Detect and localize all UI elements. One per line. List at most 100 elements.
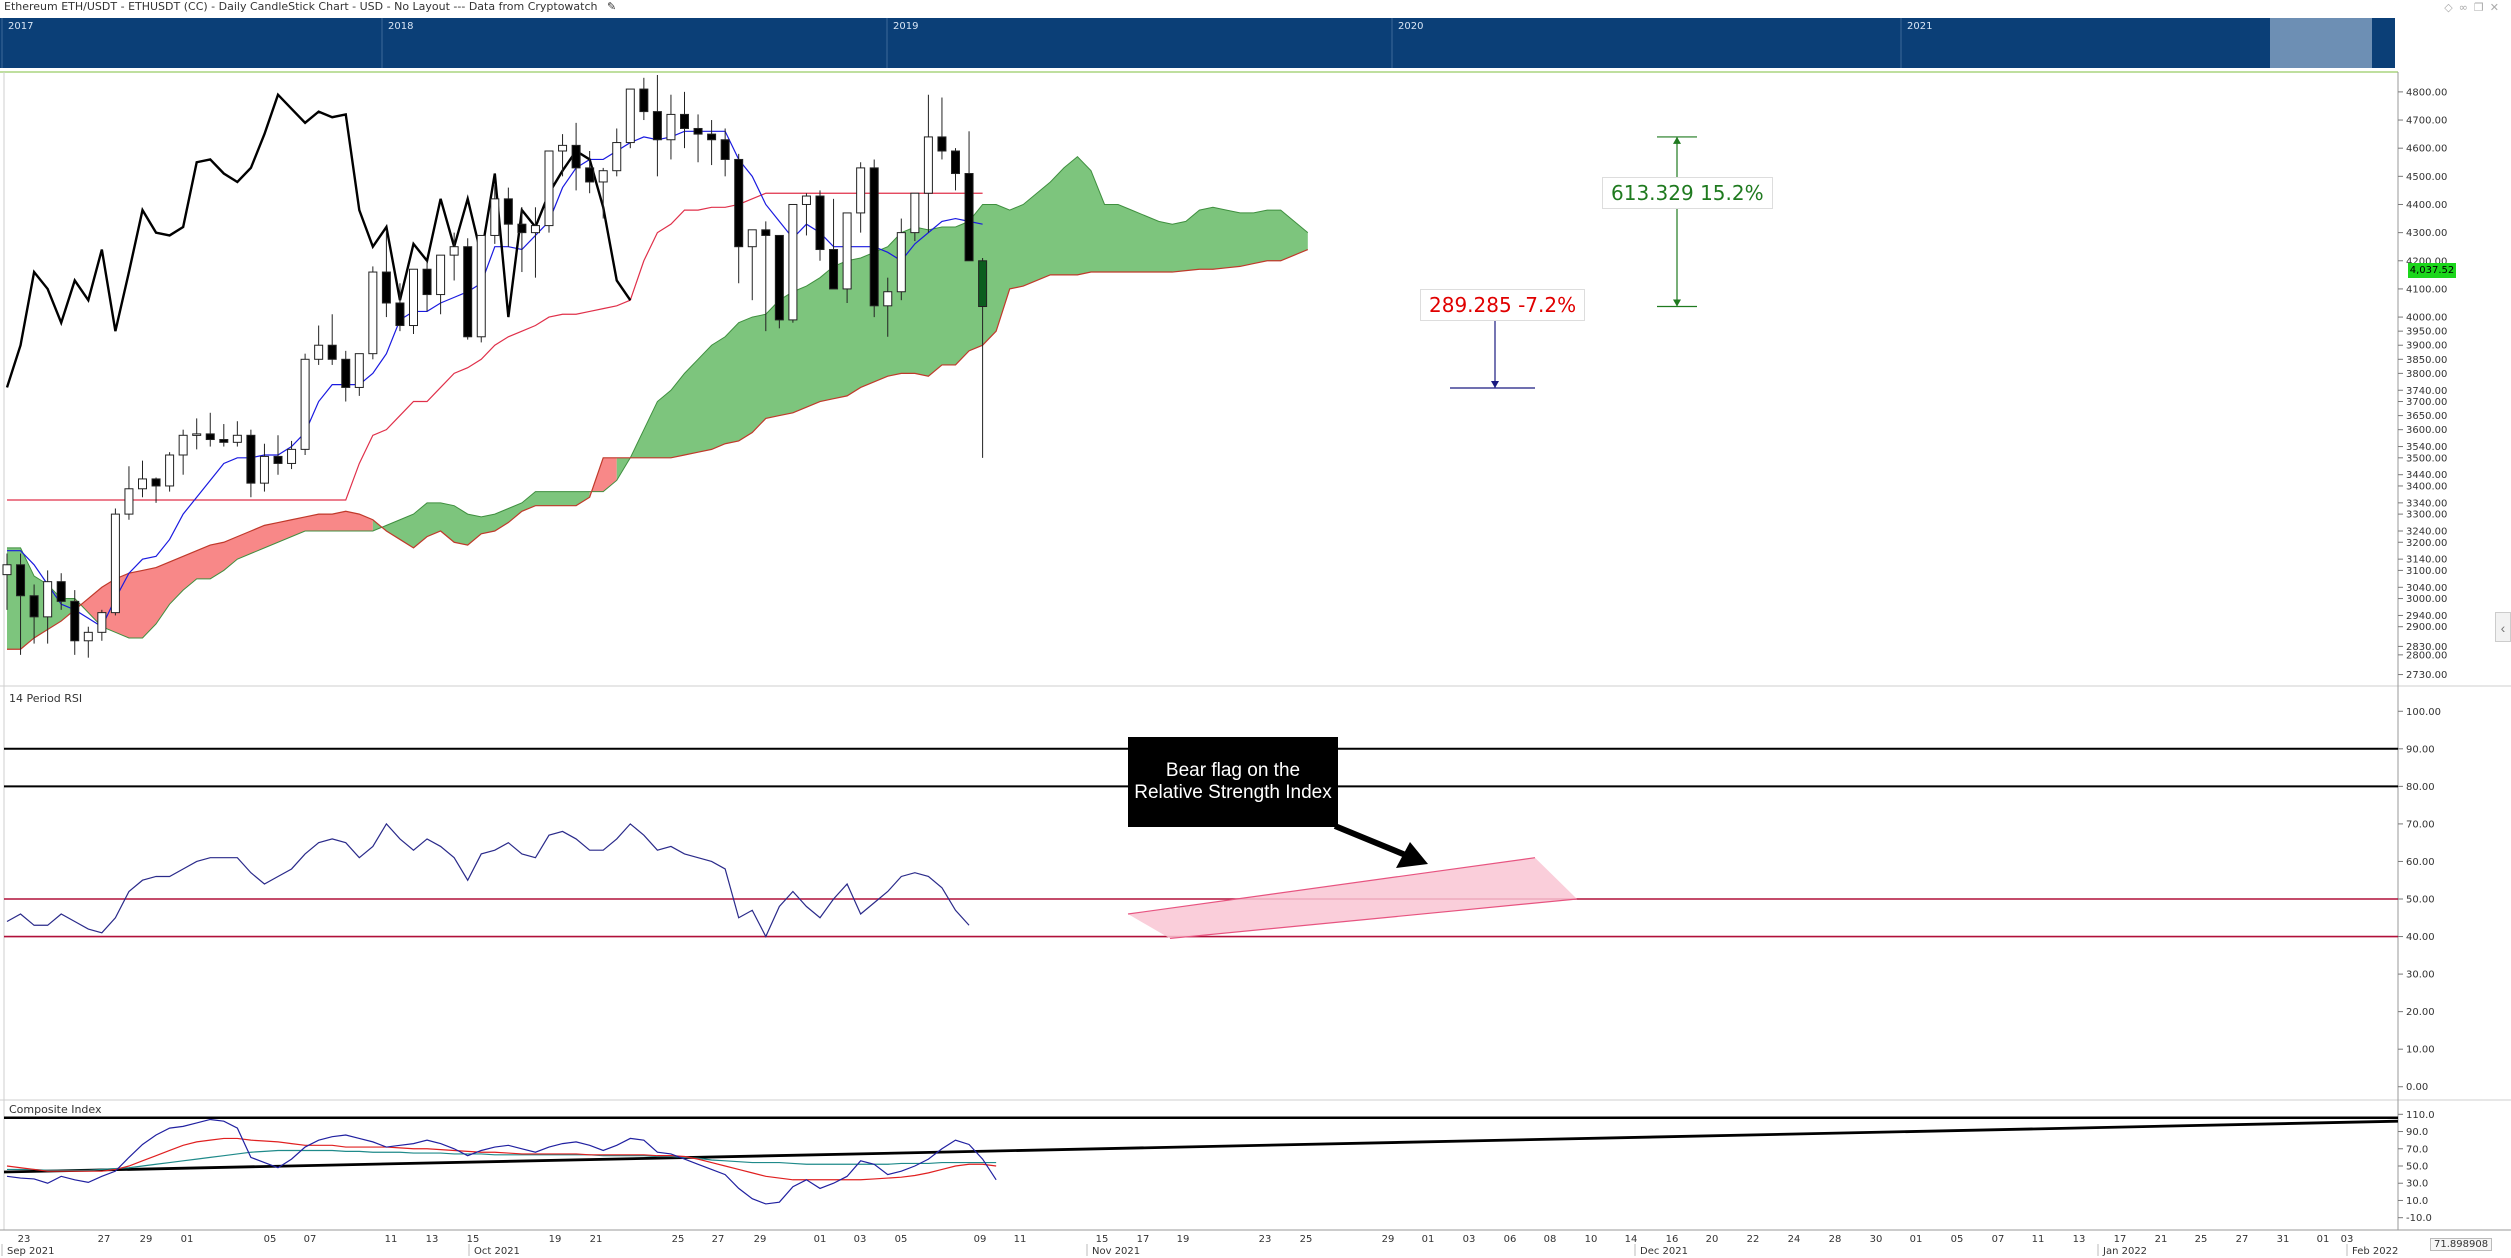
date-tick-label: 19: [1177, 1234, 1190, 1245]
price-tick-label: 3540.00: [2406, 442, 2447, 453]
price-tick-label: 3500.00: [2406, 453, 2447, 464]
close-icon[interactable]: ✕: [2489, 1, 2505, 14]
rsi-label: 14 Period RSI: [9, 692, 83, 705]
candle-body: [422, 268, 432, 296]
price-tick-label: 3740.00: [2406, 386, 2447, 397]
candle-body: [259, 455, 269, 484]
candle-body: [693, 127, 703, 135]
candle-body: [110, 513, 120, 614]
navigator-year: 2019: [893, 21, 918, 32]
price-tick-label: 3240.00: [2406, 527, 2447, 538]
date-tick-label: 09: [974, 1234, 987, 1245]
callout-arrow-head: [1396, 842, 1428, 868]
candle-body: [734, 158, 744, 248]
edit-pencil-icon[interactable]: ✎: [607, 0, 617, 13]
callout-arrow-shaft: [1333, 823, 1410, 859]
date-tick-label: 25: [1300, 1234, 1313, 1245]
candle-body: [571, 144, 581, 169]
price-tick-label: 3400.00: [2406, 481, 2447, 492]
price-tick-label: 3300.00: [2406, 510, 2447, 521]
rsi-tick-label: 30.00: [2406, 970, 2435, 981]
candle-body: [476, 234, 486, 338]
navigator-year: 2021: [1907, 21, 1932, 32]
composite-tick-label: 10.0: [2406, 1196, 2428, 1207]
candle-body: [2, 564, 12, 576]
chart-title-text: Ethereum ETH/USDT - ETHUSDT (CC) - Daily…: [4, 0, 598, 13]
date-tick-label: 24: [1788, 1234, 1801, 1245]
flag-upper-line: [1127, 857, 1536, 915]
price-tick-label: 3650.00: [2406, 411, 2447, 422]
date-tick-label: 03: [854, 1234, 867, 1245]
price-tick-label: 3340.00: [2406, 498, 2447, 509]
corner-readout[interactable]: 71.898908: [2430, 1238, 2493, 1251]
measure-down-arrow: [1491, 381, 1499, 389]
date-axis: 23 27 29 01 05 07 11 13 15 19 21 25 27 29 01 03 05 09 11 15…: [0, 1229, 2511, 1257]
candle-body: [869, 167, 879, 307]
candle-body: [896, 232, 906, 293]
candle-body: [490, 198, 500, 236]
callout-line-1: Bear flag on the: [1165, 760, 1301, 781]
callout-line-2: Relative Strength Index: [1134, 782, 1332, 803]
date-tick-label: 21: [590, 1234, 603, 1245]
date-tick-label: 17: [2114, 1234, 2127, 1245]
candlesticks: [2, 75, 988, 658]
time-navigator[interactable]: 2017 2018 2019 2020 2021: [0, 18, 2398, 73]
price-tick-label: 3440.00: [2406, 470, 2447, 481]
date-tick-label: 25: [672, 1234, 685, 1245]
cloud-bearish: [74, 511, 373, 638]
date-tick-label: 08: [1544, 1234, 1557, 1245]
date-tick-label: 11: [1014, 1234, 1027, 1245]
candle-body: [287, 448, 297, 464]
date-tick-label: 29: [140, 1234, 153, 1245]
date-tick-label: 03: [1463, 1234, 1476, 1245]
candle-body: [29, 595, 39, 618]
candle-body: [327, 344, 337, 360]
candle-body: [83, 631, 93, 642]
candle-body: [774, 234, 784, 321]
measure-up-label: 613.329 15.2%: [1602, 177, 1773, 209]
candle-body: [625, 88, 635, 144]
date-tick-label: 05: [895, 1234, 908, 1245]
price-tick-label: 4000.00: [2406, 313, 2447, 324]
price-tick-label: 3950.00: [2406, 327, 2447, 338]
pin-icon[interactable]: ◇: [2444, 1, 2459, 14]
candle-body: [300, 358, 310, 450]
composite-panel: 110.0 90.0 70.0 50.0 30.0 10.0 -10.0: [3, 1110, 2435, 1224]
cloud-bullish: [372, 491, 590, 548]
navigator-bar: [0, 18, 2395, 68]
candle-body: [923, 136, 933, 194]
candle-body: [612, 142, 622, 172]
rsi-tick-label: 60.00: [2406, 857, 2435, 868]
candle-body: [666, 113, 676, 141]
rsi-tick-label: 50.00: [2406, 895, 2435, 906]
chikou-span: [5, 92, 632, 388]
candle-body: [56, 581, 66, 602]
candle-body: [978, 260, 988, 308]
date-tick-label: 01: [181, 1234, 194, 1245]
candle-body: [856, 167, 866, 214]
date-tick-label: 15: [1096, 1234, 1109, 1245]
candle-body: [16, 564, 26, 597]
date-tick-label: 01: [2317, 1234, 2330, 1245]
chevron-left-icon[interactable]: ‹: [2495, 612, 2511, 642]
candle-body: [720, 139, 730, 160]
price-tick-label: 4500.00: [2406, 172, 2447, 183]
bear-flag-callout: Bear flag on the Relative Strength Index: [1128, 737, 1338, 827]
date-tick-label: 07: [304, 1234, 317, 1245]
candle-body: [395, 302, 405, 327]
date-tick-label: 01: [814, 1234, 827, 1245]
candle-body: [273, 455, 283, 464]
month-label: Dec 2021: [1640, 1246, 1688, 1257]
chart-title: Ethereum ETH/USDT - ETHUSDT (CC) - Daily…: [0, 0, 2511, 16]
price-tick-label: 4200.00: [2406, 256, 2447, 267]
candle-body: [761, 229, 771, 236]
price-tick-label: 3140.00: [2406, 555, 2447, 566]
link-icon[interactable]: ∞: [2458, 1, 2474, 14]
bear-flag-channel: [1128, 857, 1577, 939]
candle-body: [639, 88, 649, 113]
candle-body: [70, 600, 80, 642]
restore-icon[interactable]: ❐: [2473, 1, 2490, 14]
window-controls[interactable]: ◇∞❐✕: [2444, 1, 2505, 14]
price-tick-label: 3040.00: [2406, 583, 2447, 594]
